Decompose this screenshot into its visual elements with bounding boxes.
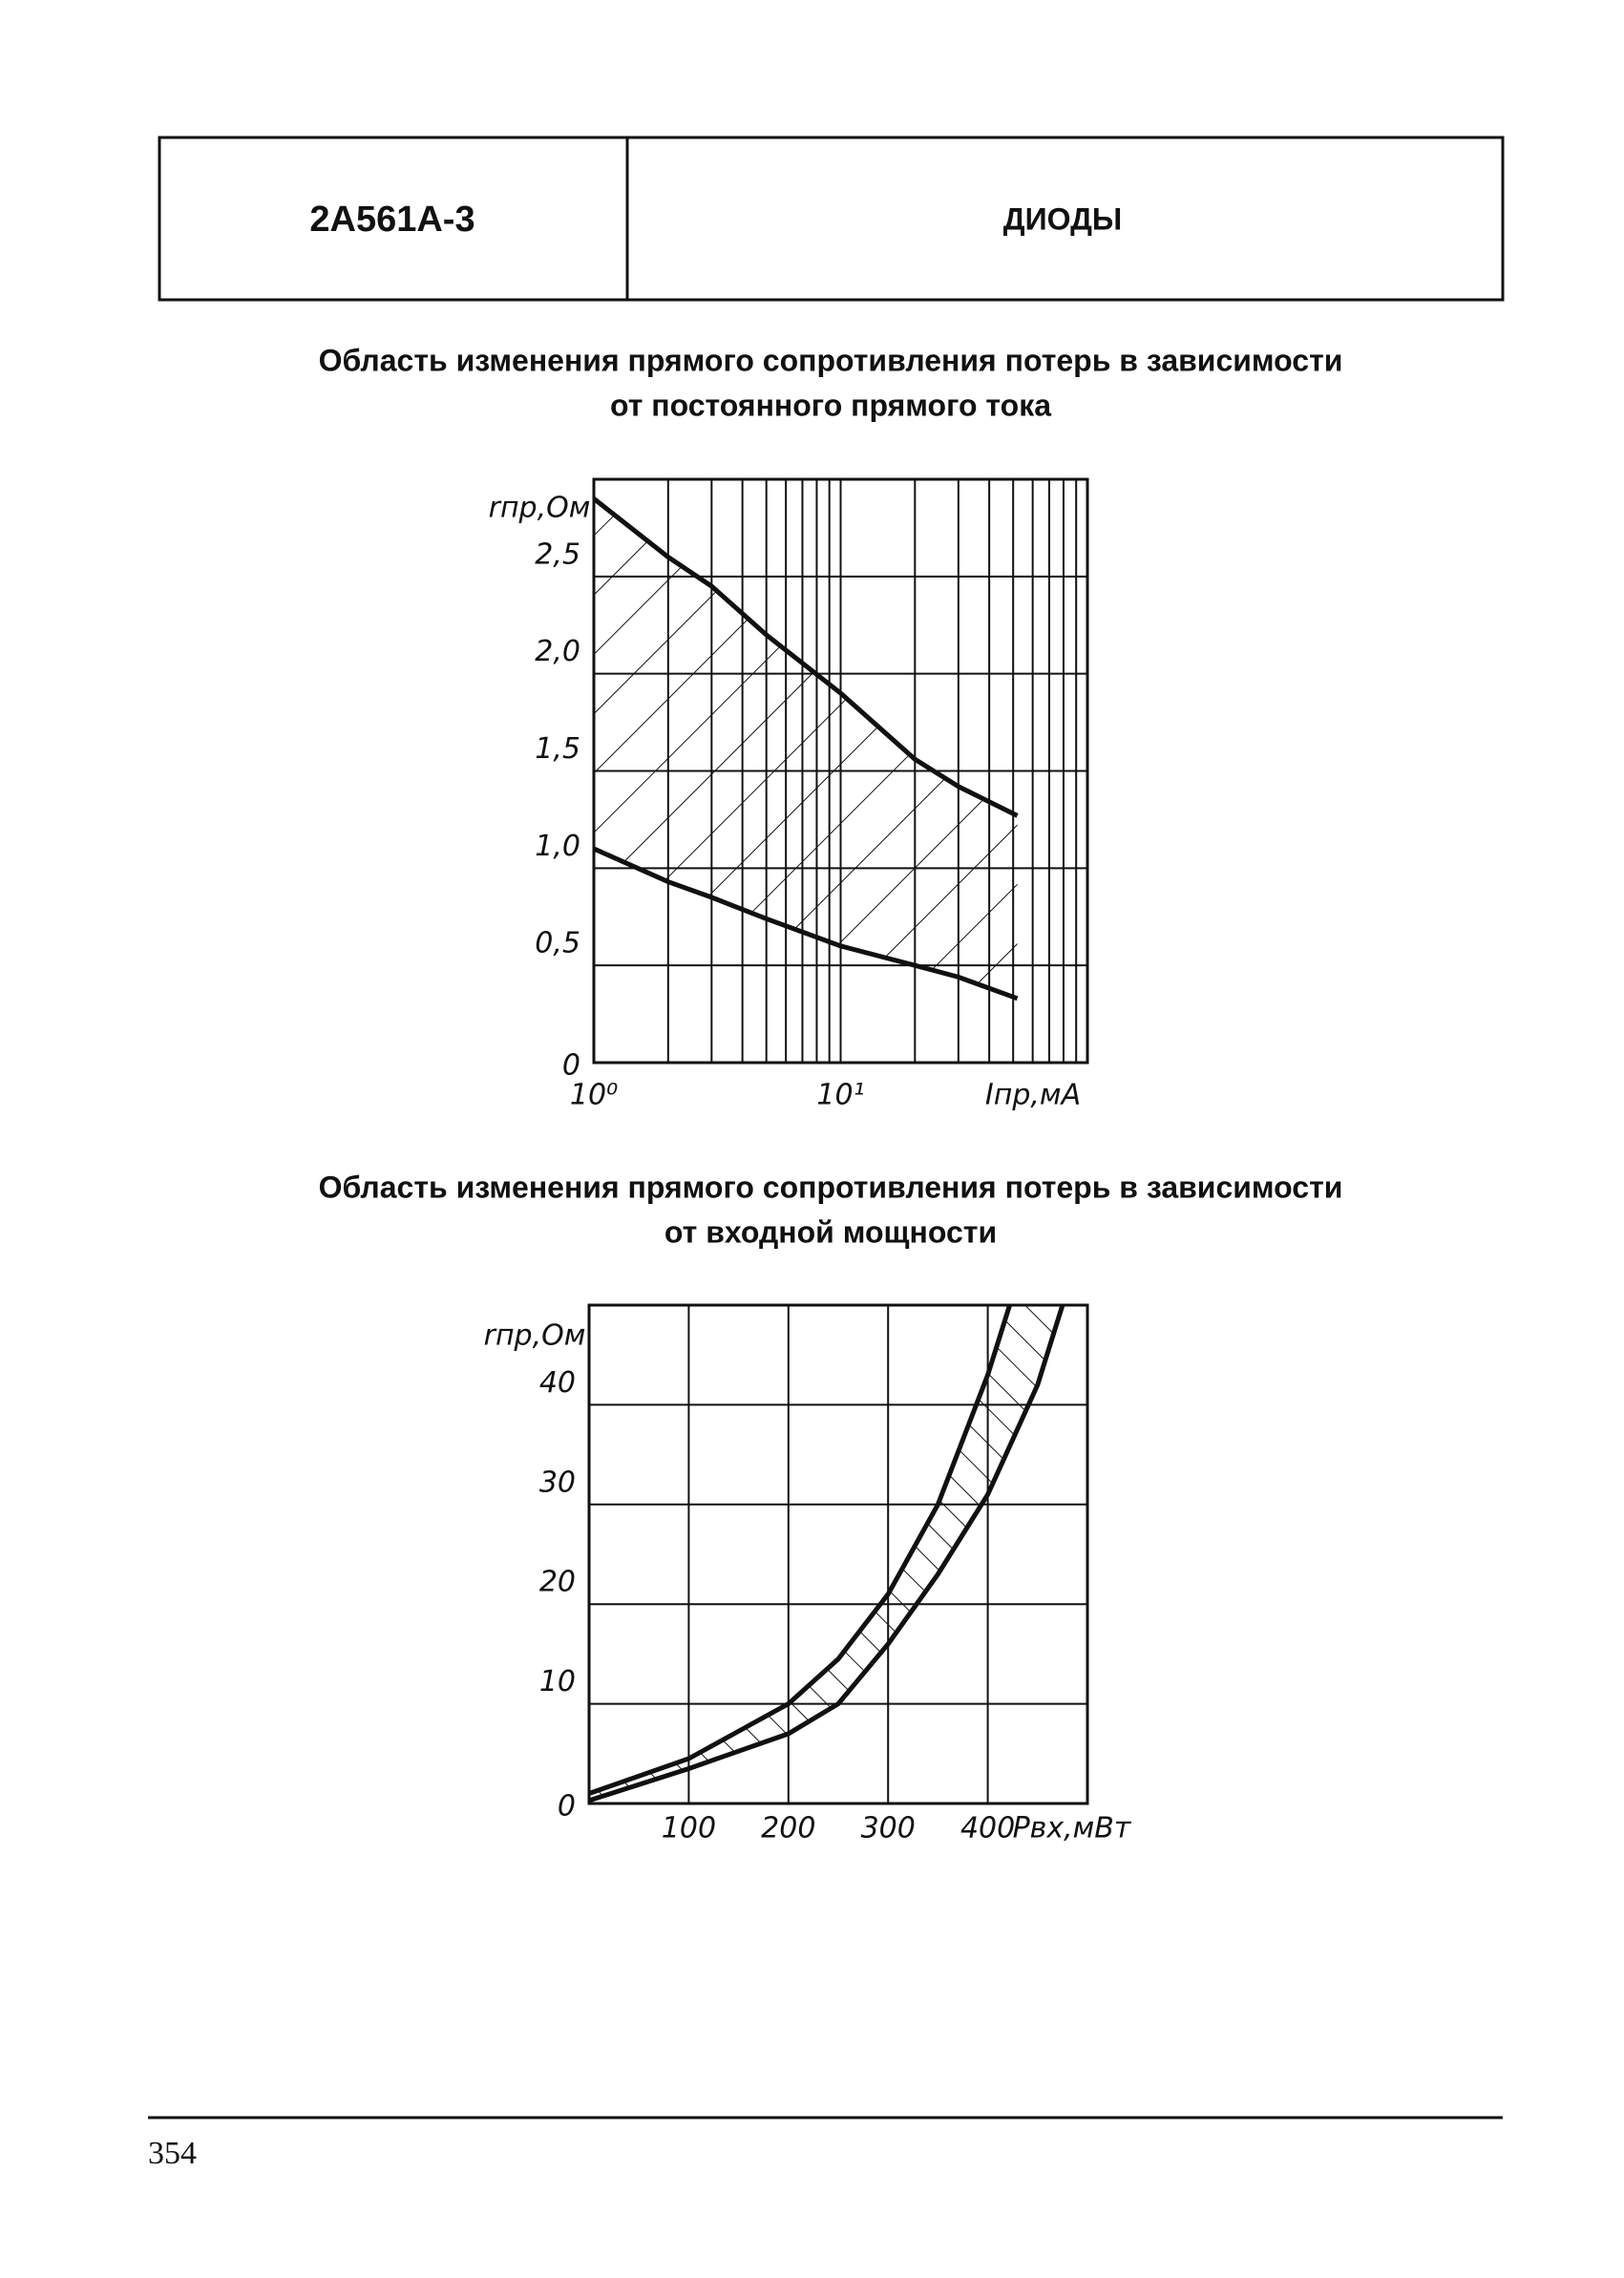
plot-frame [587, 1303, 1089, 1805]
chart-title: от входной мощности [664, 1214, 997, 1249]
curve [594, 846, 1019, 1002]
y-axis-label: rпр,Ом [489, 492, 591, 525]
chart-title: от постоянного прямого тока [610, 388, 1051, 422]
y-tick-label: 0,5 [535, 927, 580, 960]
y-axis-label: rпр,Ом [484, 1319, 586, 1353]
x-tick-label: 10¹ [816, 1079, 864, 1112]
chart-title: Область изменения прямого сопротивления … [319, 1170, 1343, 1204]
y-tick-label: 0 [558, 1790, 576, 1824]
x-tick-label: 300 [861, 1812, 916, 1846]
plot-frame [592, 477, 1089, 1065]
chart-title: Область изменения прямого сопротивления … [319, 343, 1343, 377]
x-tick-label: 200 [761, 1812, 815, 1846]
device-category: ДИОДЫ [1003, 201, 1122, 236]
y-tick-label: 10 [539, 1665, 576, 1698]
page-number: 354 [148, 2136, 197, 2171]
curve [589, 1305, 1012, 1796]
header-box [158, 136, 1505, 302]
hatched-region [589, 1305, 1063, 1801]
hatched-region [594, 498, 1018, 999]
x-tick-label: 100 [662, 1812, 716, 1846]
charts: Область изменения прямого сопротивления … [319, 343, 1343, 1845]
device-code: 2А561А-3 [309, 200, 475, 240]
curve [589, 1305, 1065, 1803]
x-axis-label: Iпр,мА [985, 1079, 1081, 1112]
y-tick-label: 1,5 [535, 732, 580, 766]
x-axis-label: Pвх,мВт [1013, 1812, 1132, 1846]
y-tick-label: 30 [539, 1466, 576, 1499]
y-tick-label: 2,5 [535, 538, 580, 571]
y-tick-label: 0 [562, 1049, 580, 1083]
y-tick-label: 40 [539, 1366, 576, 1400]
y-tick-label: 2,0 [535, 635, 580, 668]
y-tick-label: 1,0 [535, 830, 580, 863]
y-tick-label: 20 [539, 1566, 576, 1599]
x-tick-label: 10⁰ [570, 1079, 618, 1112]
x-tick-label: 400 [960, 1812, 1015, 1846]
curve [594, 496, 1019, 818]
